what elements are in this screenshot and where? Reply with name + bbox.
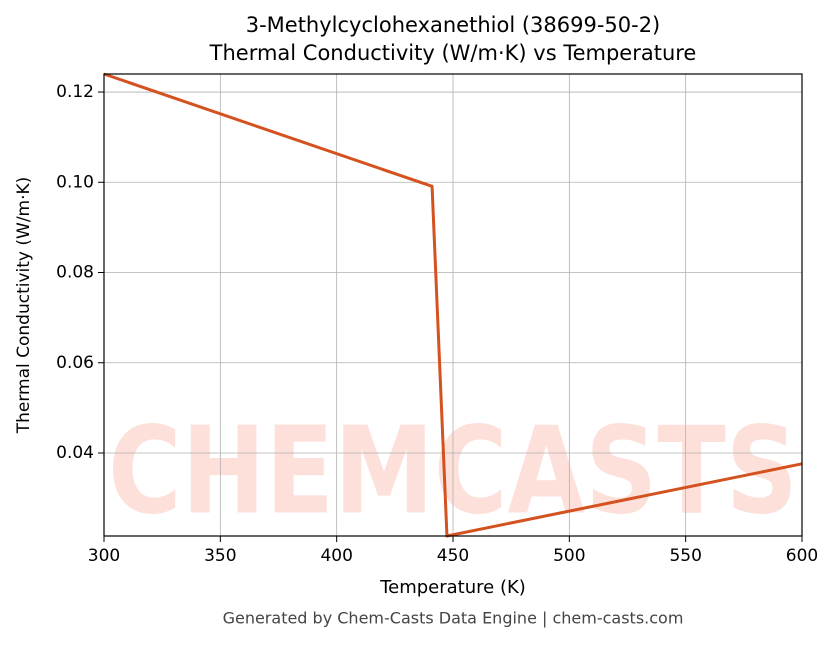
y-tick-label: 0.12	[56, 82, 94, 102]
x-tick-label: 600	[786, 546, 818, 566]
x-tick-label: 550	[669, 546, 701, 566]
y-tick-label: 0.08	[56, 263, 94, 283]
data-line	[103, 72, 803, 538]
x-tick-label: 400	[320, 546, 352, 566]
y-tick-label: 0.06	[56, 353, 94, 373]
y-axis-label: Thermal Conductivity (W/m·K)	[14, 177, 34, 435]
x-tick-label: 450	[437, 546, 469, 566]
footer: Generated by Chem-Casts Data Engine | ch…	[223, 609, 684, 628]
x-tick-label: 300	[88, 546, 120, 566]
y-tick-label: 0.04	[56, 443, 94, 463]
plot-frame	[103, 73, 803, 537]
chart-title: 3-Methylcyclohexanethiol (38699-50-2)	[246, 13, 661, 37]
x-tick-label: 500	[553, 546, 585, 566]
x-tick-label: 350	[204, 546, 236, 566]
x-axis-label: Temperature (K)	[379, 577, 526, 598]
y-tick-label: 0.10	[56, 172, 94, 192]
chart-subtitle: Thermal Conductivity (W/m·K) vs Temperat…	[209, 41, 697, 65]
